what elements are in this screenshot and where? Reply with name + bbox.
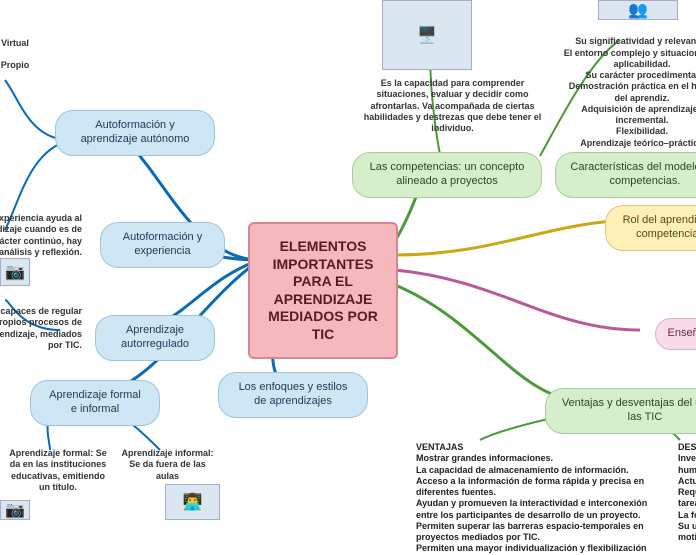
node-competencias-concepto[interactable]: Las competencias: un concepto alineado a… [352,152,542,198]
image-placeholder-left-2: 📷 [0,500,30,520]
node-ense[interactable]: Enseñanza [655,318,696,350]
desc-autorregulado: Son capaces de regular sus propios proce… [0,306,82,351]
desc-competencia-def: Es la capacidad para comprender situacio… [360,78,545,134]
node-formal-informal[interactable]: Aprendizaje formal e informal [30,380,160,426]
desc-experiencia: La experiencia ayuda al aprendizaje cuan… [0,213,82,258]
ventajas-title: VENTAJAS [416,442,666,453]
desventajas-body: Inversión humano Actualización Requiere … [678,453,696,543]
image-placeholder-bottom: 👨‍💻 [165,484,220,520]
node-ventajas-desventajas[interactable]: Ventajas y desventajas del uso de las TI… [545,388,696,434]
node-rol-aprendiz[interactable]: Rol del aprendiz en competencias [605,205,696,251]
node-caracteristicas-modelo[interactable]: Características del modelo por competenc… [555,152,696,198]
desc-virtual: Virtual [0,38,35,49]
desc-formal: Aprendizaje formal: Se da en las institu… [8,448,108,493]
node-autoformacion-autonomo[interactable]: Autoformación y aprendizaje autónomo [55,110,215,156]
desventajas-block: DESVENTAJAS Inversión humano Actualizaci… [678,442,696,543]
desc-propio: Propio [0,60,35,71]
desventajas-title: DESVENTAJAS [678,442,696,453]
node-autoformacion-experiencia[interactable]: Autoformación y experiencia [100,222,225,268]
node-autorregulado[interactable]: Aprendizaje autorregulado [95,315,215,361]
central-label: ELEMENTOS IMPORTANTES PARA EL APRENDIZAJ… [268,238,378,343]
image-placeholder-left-1: 📷 [0,258,30,286]
desc-informal: Aprendizaje informal: Se da fuera de las… [120,448,215,482]
desc-caracteristicas: Su significatividad y relevancia El ento… [562,25,696,149]
image-placeholder-top-right: 👥 [598,0,678,20]
central-topic[interactable]: ELEMENTOS IMPORTANTES PARA EL APRENDIZAJ… [248,222,398,359]
image-placeholder-top: 🖥️ [382,0,472,70]
ventajas-block: VENTAJAS Mostrar grandes informaciones. … [416,442,666,555]
node-enfoques[interactable]: Los enfoques y estilos de aprendizajes [218,372,368,418]
ventajas-body: Mostrar grandes informaciones. La capaci… [416,453,666,554]
